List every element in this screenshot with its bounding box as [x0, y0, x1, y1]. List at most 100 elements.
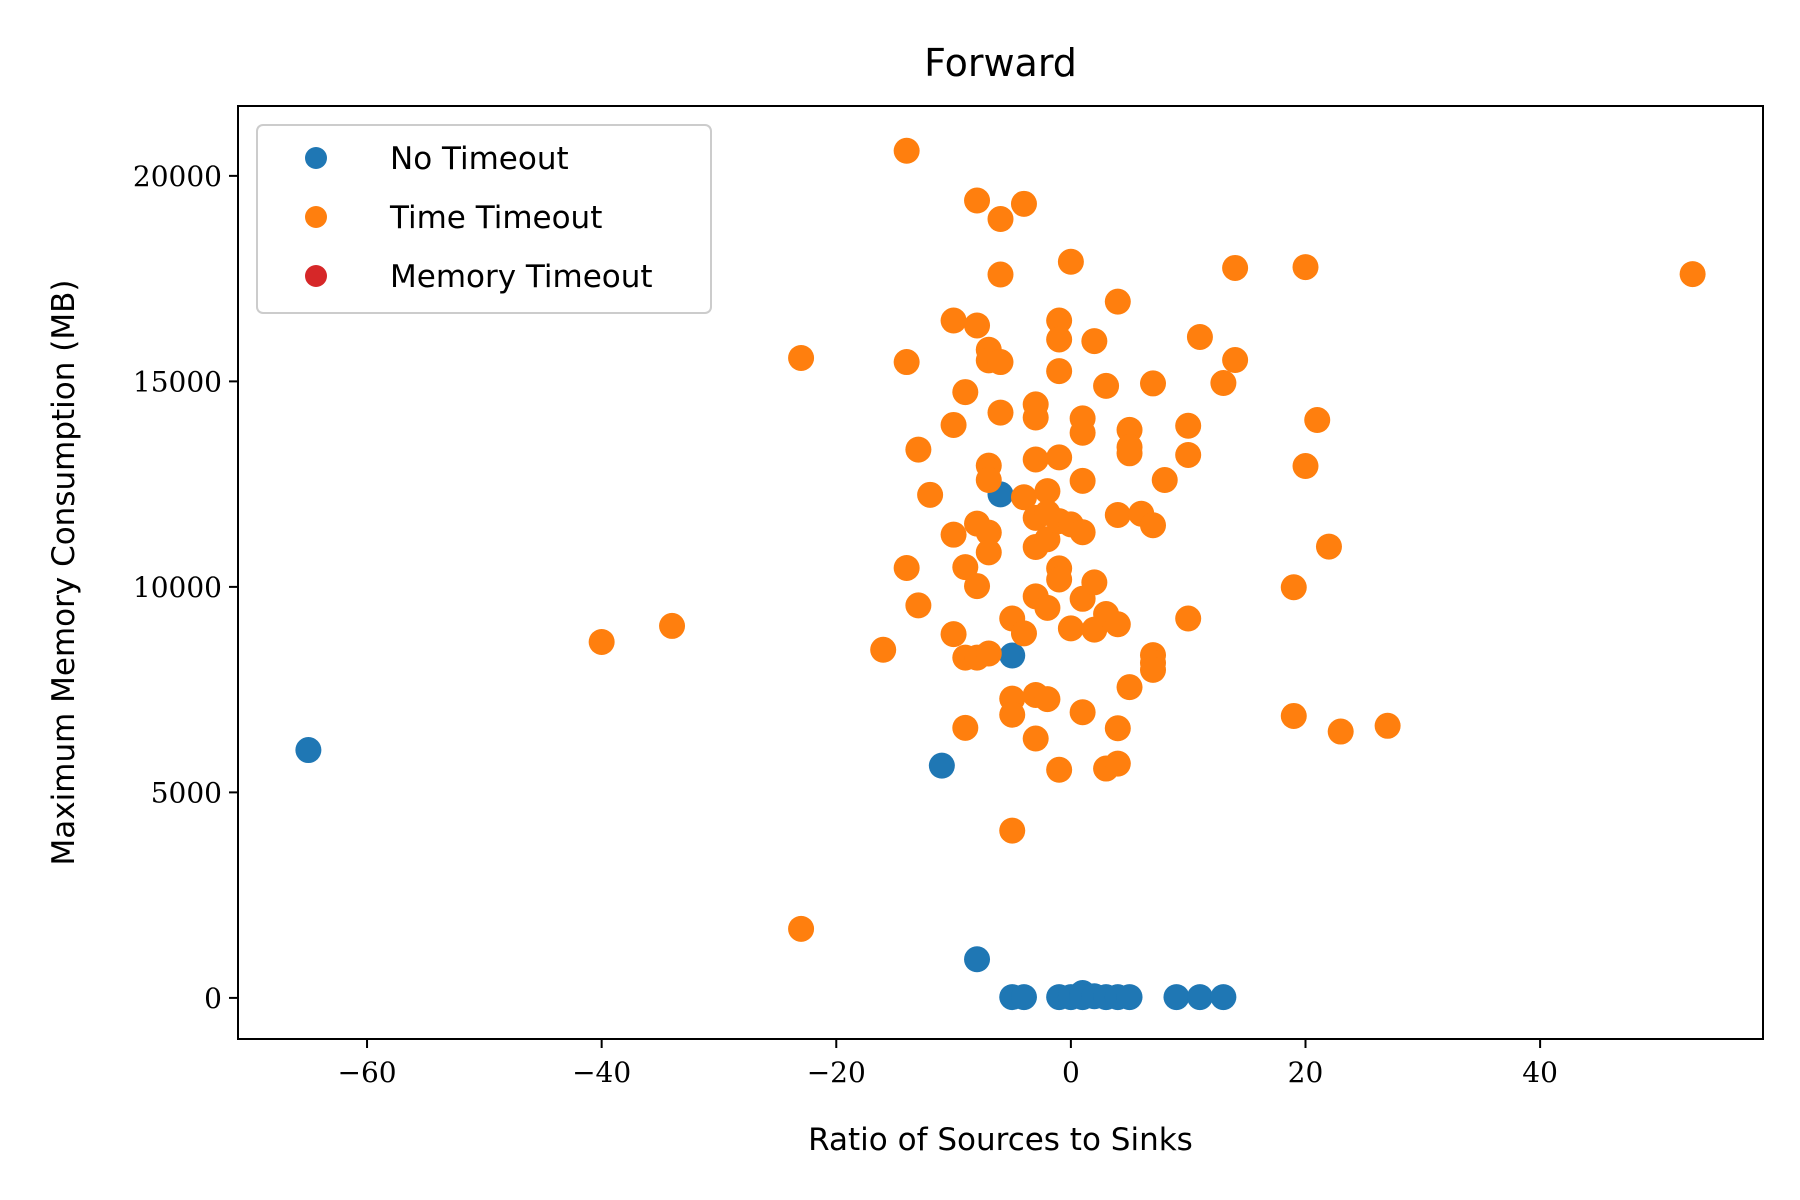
data-point — [1010, 984, 1037, 1011]
data-point — [987, 349, 1014, 376]
data-point — [1034, 594, 1061, 621]
data-point — [1069, 419, 1096, 446]
data-point — [1046, 358, 1073, 385]
data-point — [940, 307, 967, 334]
data-point — [1210, 984, 1237, 1011]
x-tick-label: 40 — [1522, 1056, 1558, 1089]
y-tick-label: 5000 — [151, 776, 222, 809]
data-point — [1034, 686, 1061, 713]
y-tick-label: 20000 — [133, 160, 222, 193]
data-point — [1022, 404, 1049, 431]
data-point — [1010, 484, 1037, 511]
data-point — [1069, 699, 1096, 726]
legend-entry: Time Timeout — [389, 200, 602, 236]
data-point — [788, 915, 815, 942]
data-point — [1280, 574, 1307, 601]
axes-layer: −60 −40 −20 0 20 40 0 5000 10000 15000 20000 — [133, 160, 1558, 1089]
x-tick-label: 0 — [1062, 1056, 1080, 1089]
data-point — [1069, 519, 1096, 546]
data-point — [964, 573, 991, 600]
data-point — [952, 554, 979, 581]
data-point — [1175, 441, 1202, 468]
data-point — [975, 539, 1002, 566]
y-tick-label: 15000 — [133, 365, 222, 398]
data-point — [1140, 512, 1166, 539]
data-point — [1081, 569, 1108, 596]
data-point — [1046, 566, 1073, 593]
data-point — [1679, 261, 1706, 288]
data-point — [1292, 453, 1319, 480]
data-point — [893, 349, 920, 376]
data-point — [952, 379, 979, 406]
data-point — [1046, 307, 1073, 334]
plot-frame — [237, 105, 1764, 1040]
data-point — [987, 399, 1014, 426]
y-tick-label: 10000 — [133, 571, 222, 604]
data-point — [1222, 347, 1249, 374]
x-tick-label: −60 — [337, 1056, 396, 1089]
data-point — [1116, 674, 1143, 701]
data-point — [1315, 533, 1342, 560]
data-point — [1104, 501, 1131, 528]
data-point — [1175, 412, 1202, 439]
data-point — [905, 592, 932, 619]
data-point — [1222, 254, 1249, 281]
legend-marker — [305, 147, 327, 169]
data-point — [952, 714, 979, 741]
chart-title: Forward — [924, 41, 1077, 85]
plot-layer — [295, 137, 1706, 1011]
data-point — [1140, 370, 1166, 397]
data-point — [940, 621, 967, 648]
data-point — [1104, 750, 1131, 777]
data-point — [1010, 620, 1037, 647]
legend-entry: No Timeout — [390, 141, 569, 177]
data-point — [1104, 715, 1131, 742]
data-point — [964, 187, 991, 214]
data-point — [1140, 656, 1166, 683]
data-point — [870, 636, 897, 663]
data-point — [1151, 467, 1178, 494]
data-point — [1093, 372, 1120, 399]
data-point — [1163, 984, 1190, 1011]
data-point — [987, 206, 1014, 233]
y-axis-label: Maximum Memory Consumption (MB) — [46, 280, 82, 866]
x-tick-label: 20 — [1288, 1056, 1324, 1089]
legend-box — [256, 124, 712, 314]
data-point — [1057, 248, 1084, 275]
legend-marker — [305, 206, 327, 228]
x-axis-label: Ratio of Sources to Sinks — [808, 1122, 1193, 1158]
legend-marker — [305, 265, 327, 287]
data-point — [1046, 326, 1073, 353]
data-point — [788, 344, 815, 371]
data-point — [1292, 254, 1319, 281]
legend-entry: Memory Timeout — [390, 259, 653, 295]
data-point — [295, 737, 322, 764]
data-point — [588, 628, 615, 655]
data-point — [1374, 712, 1401, 739]
data-point — [940, 521, 967, 548]
legend: No Timeout Time Timeout Memory Timeout — [256, 124, 712, 314]
data-point — [893, 554, 920, 581]
x-tick-label: −40 — [572, 1056, 631, 1089]
data-point — [987, 261, 1014, 288]
data-point — [1104, 611, 1131, 638]
data-point — [1186, 984, 1213, 1011]
data-point — [1104, 288, 1131, 315]
data-point — [1210, 370, 1237, 397]
data-point — [1304, 407, 1331, 434]
data-point — [1069, 467, 1096, 494]
y-tick-label: 0 — [204, 982, 222, 1015]
series-time-timeout — [588, 137, 1706, 942]
data-point — [964, 312, 991, 339]
data-point — [1057, 615, 1084, 642]
x-tick-label: −20 — [807, 1056, 866, 1089]
data-point — [975, 467, 1002, 494]
data-point — [1116, 984, 1143, 1011]
data-point — [928, 752, 955, 779]
data-point — [1010, 190, 1037, 217]
data-point — [1081, 328, 1108, 355]
data-point — [964, 946, 991, 973]
data-point — [975, 640, 1002, 667]
